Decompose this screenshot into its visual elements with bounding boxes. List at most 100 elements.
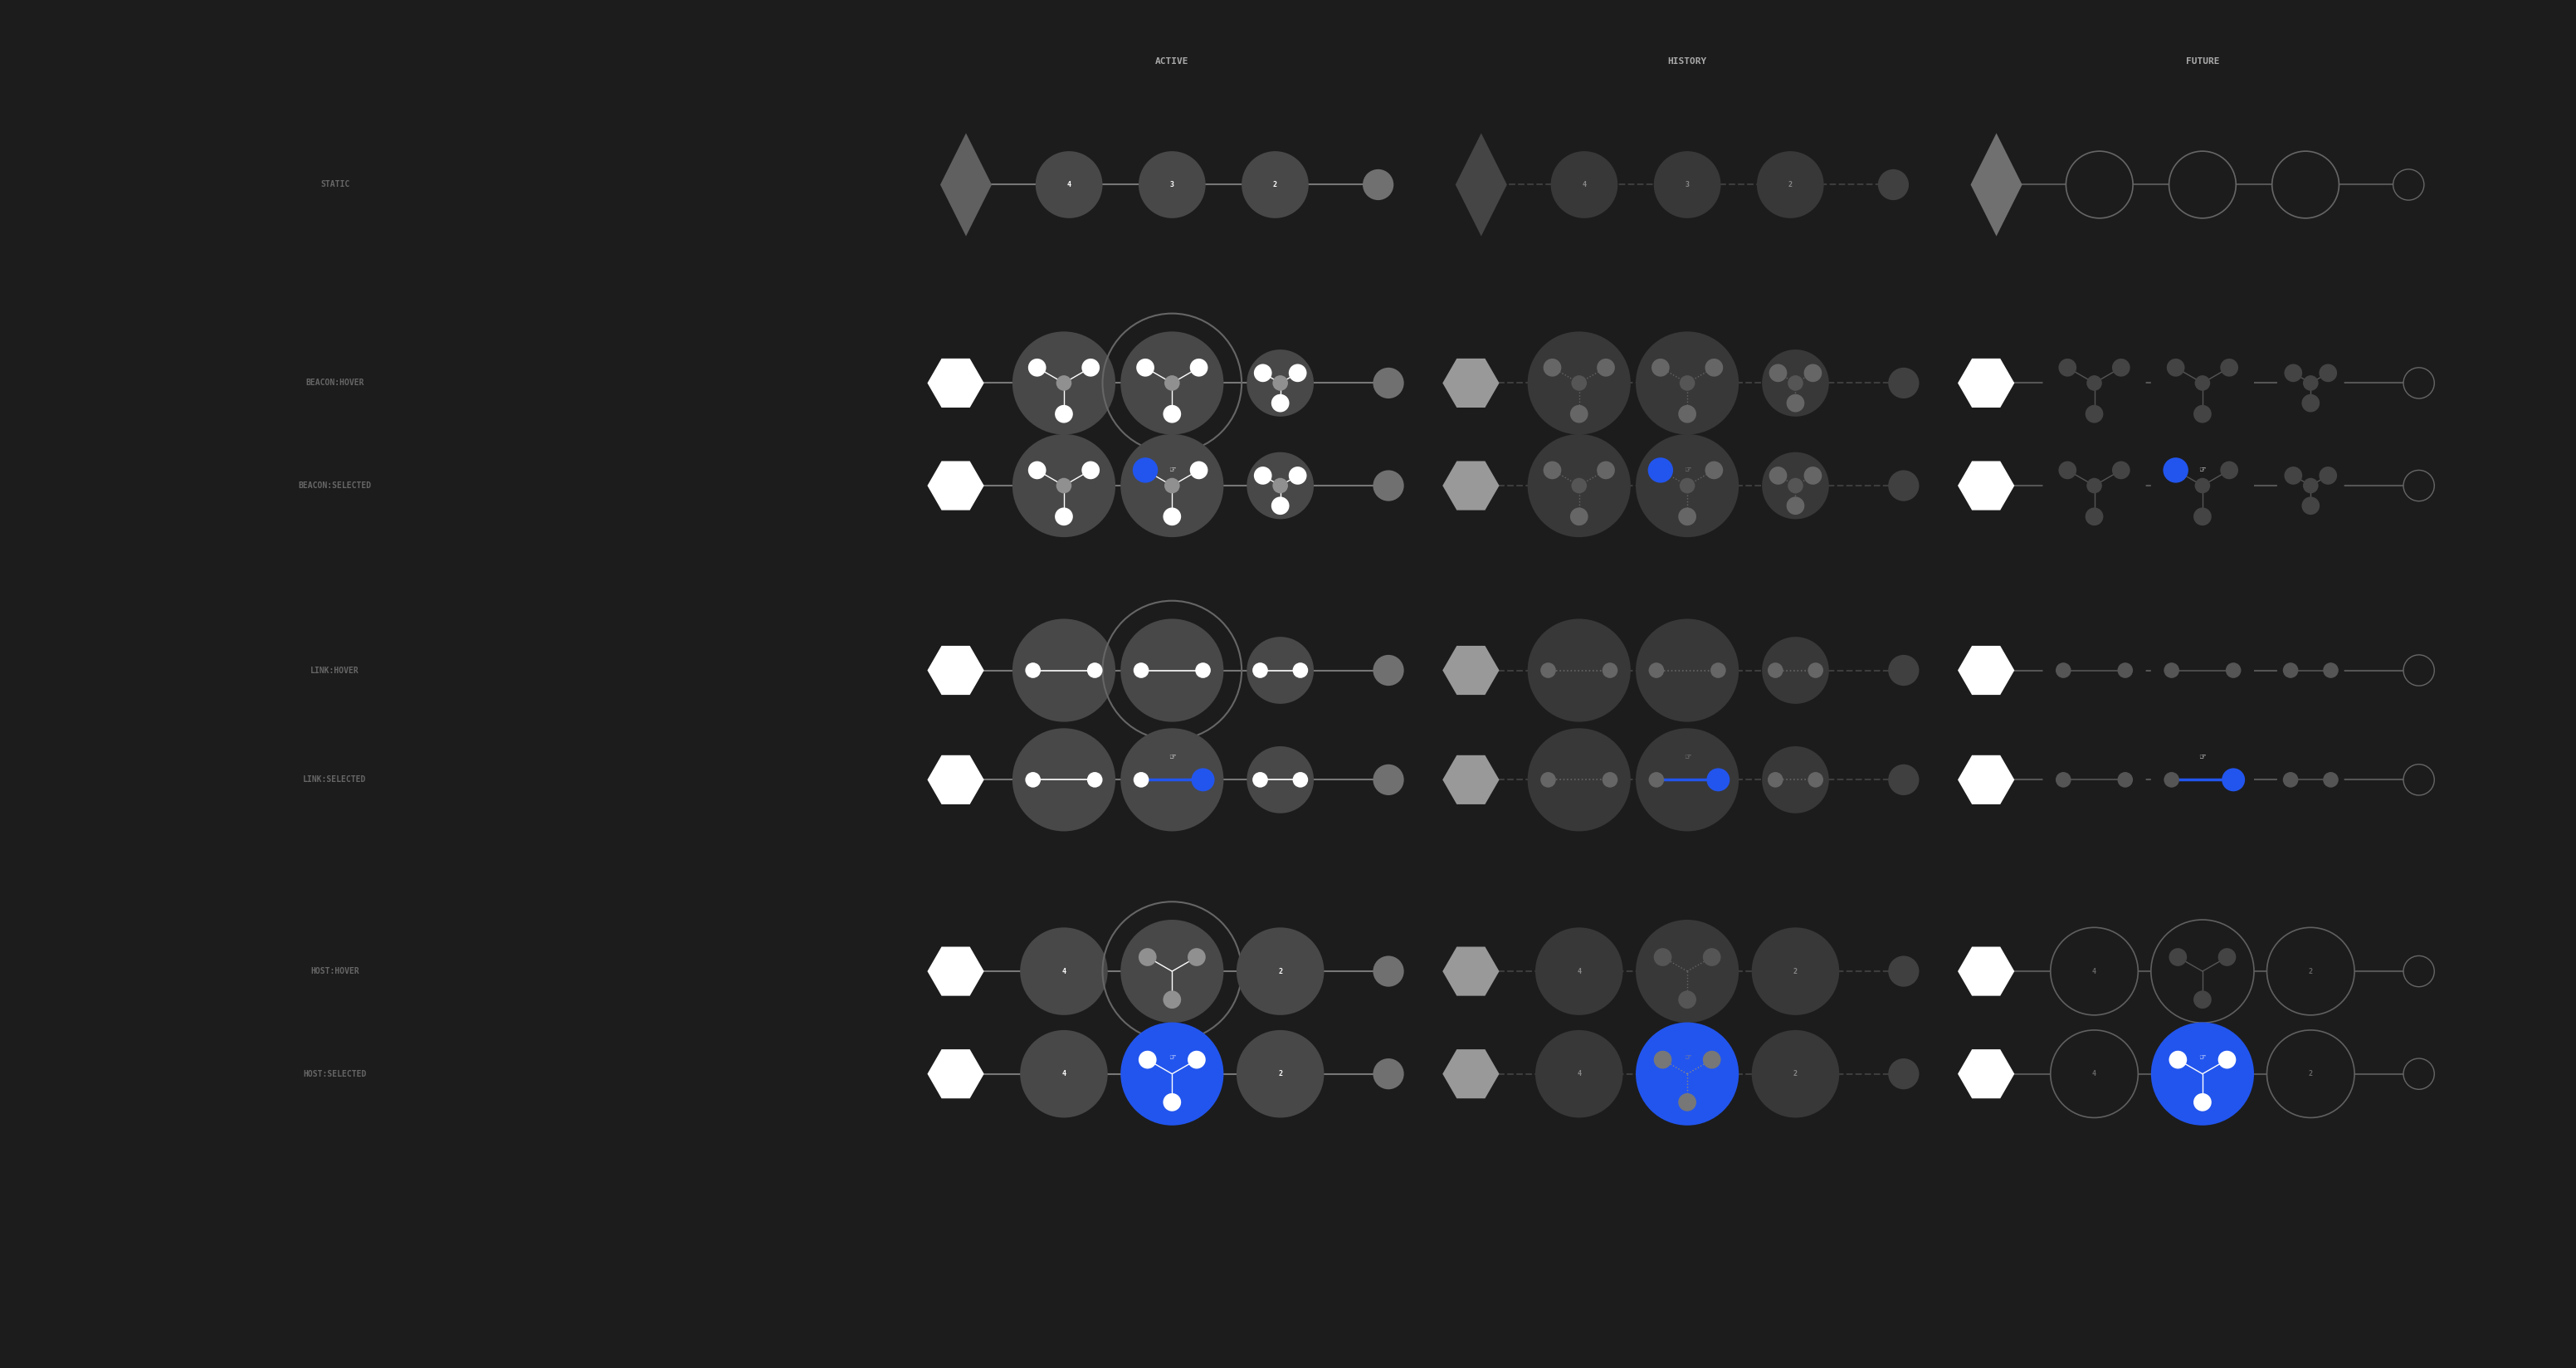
Ellipse shape: [1288, 364, 1306, 382]
Ellipse shape: [2393, 170, 2424, 200]
Ellipse shape: [2058, 358, 2076, 376]
Ellipse shape: [1056, 405, 1072, 423]
Ellipse shape: [2195, 990, 2210, 1008]
Ellipse shape: [1770, 364, 1788, 382]
Ellipse shape: [1139, 1051, 1157, 1068]
Ellipse shape: [1242, 152, 1309, 218]
Ellipse shape: [2195, 405, 2210, 423]
Ellipse shape: [2267, 1030, 2354, 1118]
Text: ☞: ☞: [1170, 752, 1175, 761]
Ellipse shape: [1680, 375, 1695, 391]
Ellipse shape: [1121, 434, 1224, 538]
Ellipse shape: [2403, 956, 2434, 986]
Ellipse shape: [2117, 772, 2133, 788]
Ellipse shape: [2221, 358, 2239, 376]
Ellipse shape: [1528, 728, 1631, 832]
Ellipse shape: [1162, 508, 1182, 525]
Ellipse shape: [1121, 618, 1224, 722]
Ellipse shape: [2087, 375, 2102, 391]
Text: 4: 4: [1066, 181, 1072, 189]
Ellipse shape: [2043, 331, 2146, 435]
Ellipse shape: [1888, 471, 1919, 501]
Text: ☞: ☞: [2200, 752, 2205, 761]
Ellipse shape: [1788, 497, 1806, 514]
Ellipse shape: [1528, 434, 1631, 538]
Ellipse shape: [2112, 461, 2130, 479]
Text: ☞: ☞: [1170, 1053, 1175, 1062]
Ellipse shape: [1139, 948, 1157, 966]
Ellipse shape: [2303, 375, 2318, 391]
Polygon shape: [927, 358, 984, 408]
Ellipse shape: [1788, 477, 1803, 494]
Text: 4: 4: [1061, 967, 1066, 975]
Ellipse shape: [1654, 948, 1672, 966]
Ellipse shape: [2195, 375, 2210, 391]
Ellipse shape: [2043, 618, 2146, 722]
Polygon shape: [1958, 358, 2014, 408]
Ellipse shape: [1252, 772, 1267, 788]
Text: 4: 4: [1061, 1070, 1066, 1078]
Ellipse shape: [1247, 637, 1314, 703]
Ellipse shape: [2151, 618, 2254, 722]
Ellipse shape: [1571, 477, 1587, 494]
Ellipse shape: [1087, 772, 1103, 788]
Polygon shape: [1443, 646, 1499, 695]
Ellipse shape: [1770, 466, 1788, 484]
Ellipse shape: [1056, 375, 1072, 391]
Ellipse shape: [1190, 461, 1208, 479]
Ellipse shape: [1373, 956, 1404, 986]
Ellipse shape: [2195, 477, 2210, 494]
Text: 2: 2: [1278, 967, 1283, 975]
Polygon shape: [940, 133, 992, 237]
Ellipse shape: [1752, 928, 1839, 1015]
Text: ☞: ☞: [1685, 1053, 1690, 1062]
Ellipse shape: [1028, 461, 1046, 479]
Text: LINK:SELECTED: LINK:SELECTED: [304, 776, 366, 784]
Ellipse shape: [2050, 928, 2138, 1015]
Ellipse shape: [2164, 662, 2179, 679]
Ellipse shape: [1540, 772, 1556, 788]
Ellipse shape: [2303, 497, 2318, 514]
Polygon shape: [1958, 947, 2014, 996]
Ellipse shape: [1190, 769, 1216, 791]
Ellipse shape: [2324, 662, 2339, 679]
Ellipse shape: [2403, 368, 2434, 398]
Text: ☞: ☞: [1685, 752, 1690, 761]
Text: 4: 4: [2092, 967, 2097, 975]
Ellipse shape: [1680, 990, 1698, 1008]
Polygon shape: [1958, 646, 2014, 695]
Ellipse shape: [1654, 1051, 1672, 1068]
Ellipse shape: [1162, 1093, 1182, 1111]
Ellipse shape: [1087, 662, 1103, 679]
Text: 2: 2: [2308, 967, 2313, 975]
Ellipse shape: [1293, 662, 1309, 679]
Ellipse shape: [1025, 662, 1041, 679]
Ellipse shape: [1703, 1051, 1721, 1068]
Ellipse shape: [1082, 461, 1100, 479]
Ellipse shape: [1188, 948, 1206, 966]
Text: 3: 3: [1170, 181, 1175, 189]
Ellipse shape: [2058, 461, 2076, 479]
Ellipse shape: [2056, 772, 2071, 788]
Polygon shape: [1958, 1049, 2014, 1099]
Text: 4: 4: [1582, 181, 1587, 189]
Ellipse shape: [2277, 350, 2344, 416]
Text: 4: 4: [2092, 1070, 2097, 1078]
Ellipse shape: [1056, 477, 1072, 494]
Ellipse shape: [2403, 765, 2434, 795]
Text: ☞: ☞: [2200, 465, 2205, 473]
Ellipse shape: [2151, 728, 2254, 832]
Ellipse shape: [1028, 358, 1046, 376]
Ellipse shape: [2195, 1093, 2210, 1111]
Text: HOST:HOVER: HOST:HOVER: [312, 967, 358, 975]
Ellipse shape: [1288, 466, 1306, 484]
Ellipse shape: [1188, 1051, 1206, 1068]
Ellipse shape: [1252, 662, 1267, 679]
Ellipse shape: [1133, 457, 1159, 483]
Text: ☞: ☞: [1685, 465, 1690, 473]
Ellipse shape: [1195, 662, 1211, 679]
Ellipse shape: [1012, 434, 1115, 538]
Ellipse shape: [1654, 152, 1721, 218]
Ellipse shape: [1164, 477, 1180, 494]
Ellipse shape: [1082, 358, 1100, 376]
